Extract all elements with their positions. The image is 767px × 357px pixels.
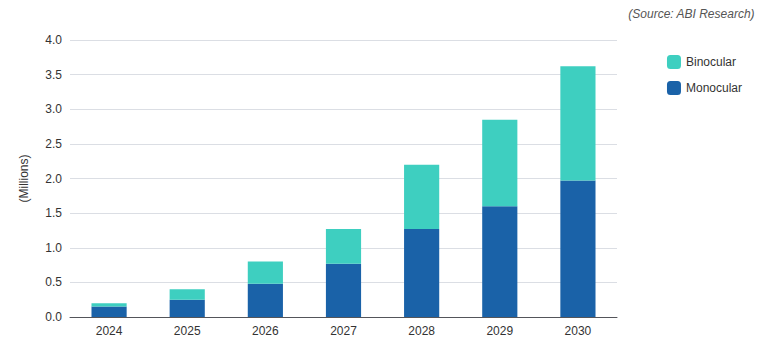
svg-text:4.0: 4.0 (45, 33, 62, 47)
svg-text:1.0: 1.0 (45, 241, 62, 255)
svg-text:2.5: 2.5 (45, 137, 62, 151)
svg-text:(Millions): (Millions) (17, 154, 31, 202)
svg-text:2026: 2026 (252, 324, 279, 338)
svg-text:2024: 2024 (96, 324, 123, 338)
svg-text:2029: 2029 (486, 324, 513, 338)
svg-text:2028: 2028 (408, 324, 435, 338)
svg-text:2.0: 2.0 (45, 172, 62, 186)
svg-text:2025: 2025 (174, 324, 201, 338)
svg-text:2027: 2027 (330, 324, 357, 338)
svg-text:Monocular: Monocular (686, 81, 742, 95)
svg-text:3.5: 3.5 (45, 68, 62, 82)
svg-text:3.0: 3.0 (45, 102, 62, 116)
svg-text:0.5: 0.5 (45, 275, 62, 289)
svg-text:2030: 2030 (565, 324, 592, 338)
svg-text:(Source: ABI Research): (Source: ABI Research) (628, 7, 754, 21)
svg-text:Binocular: Binocular (686, 55, 736, 69)
svg-text:1.5: 1.5 (45, 206, 62, 220)
svg-text:0.0: 0.0 (45, 310, 62, 324)
